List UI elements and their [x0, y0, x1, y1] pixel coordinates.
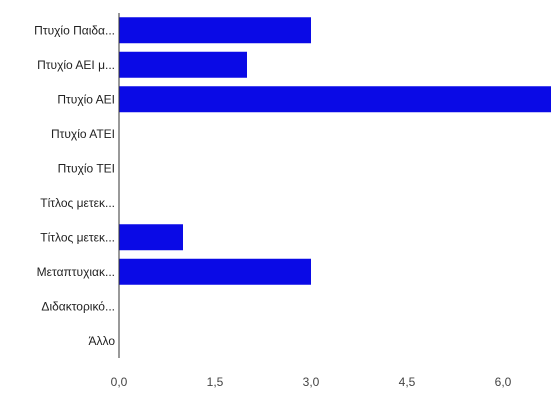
x-tick-label: 3,0 [303, 375, 320, 389]
bar [119, 51, 247, 78]
category-label: Διδακτορικό... [41, 299, 115, 313]
category-label: Πτυχίο Παιδα... [34, 23, 115, 37]
x-tick-label: 6,0 [495, 375, 512, 389]
bar [119, 224, 183, 251]
x-tick-label: 1,5 [207, 375, 224, 389]
bar [119, 86, 551, 113]
category-labels: Πτυχίο Παιδα... Πτυχίο ΑΕΙ μ... Πτυχίο ΑΕΙ… [34, 23, 115, 348]
x-tick-label: 0,0 [111, 375, 128, 389]
category-label: Πτυχίο ΑΕΙ [57, 92, 115, 106]
bar [119, 258, 311, 285]
x-tick-label: 4,5 [399, 375, 416, 389]
category-label: Πτυχίο ΤΕΙ [58, 161, 115, 175]
category-label: Τίτλος μετεκ... [40, 230, 115, 244]
x-tick-labels: 0,0 1,5 3,0 4,5 6,0 [111, 375, 512, 389]
category-label: Άλλο [88, 334, 115, 348]
category-label: Μεταπτυχιακ... [37, 265, 115, 279]
category-label: Τίτλος μετεκ... [40, 196, 115, 210]
bars-group [119, 17, 551, 285]
bar [119, 17, 311, 44]
category-label: Πτυχίο ΑΕΙ μ... [37, 58, 115, 72]
category-label: Πτυχίο ΑΤΕΙ [51, 127, 115, 141]
